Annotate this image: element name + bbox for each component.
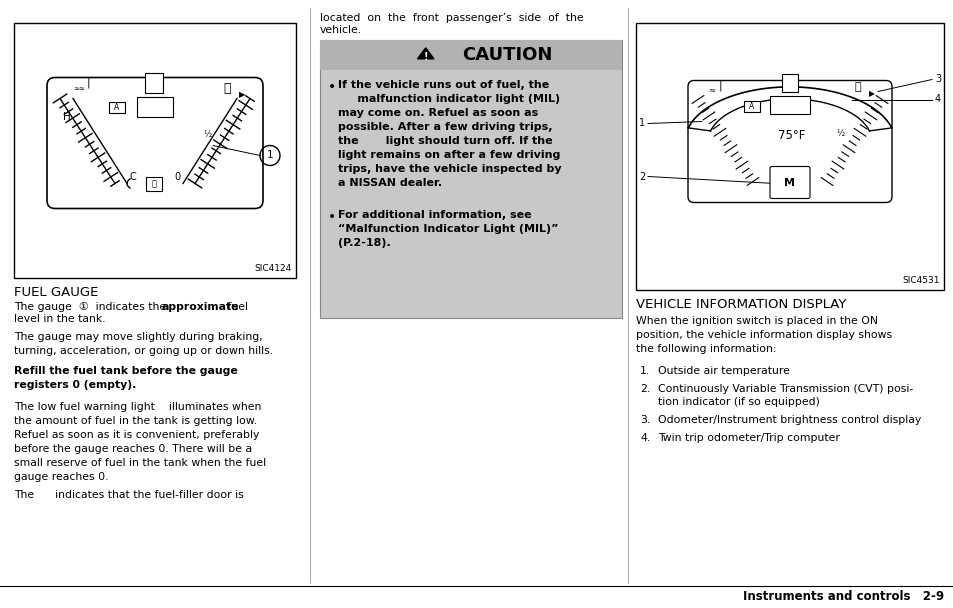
- Text: The      indicates that the fuel-filler door is: The indicates that the fuel-filler door …: [14, 490, 244, 500]
- Text: 1: 1: [639, 119, 644, 128]
- Text: 2: 2: [639, 171, 644, 182]
- Bar: [769, 95, 809, 114]
- Text: 1.: 1.: [639, 366, 650, 376]
- Text: Refill the fuel tank before the gauge
registers 0 (empty).: Refill the fuel tank before the gauge re…: [14, 366, 237, 390]
- Bar: [319, 40, 621, 70]
- Text: level in the tank.: level in the tank.: [14, 314, 106, 324]
- Text: 75°F: 75°F: [778, 129, 805, 142]
- Text: A: A: [114, 103, 119, 112]
- Text: ▶: ▶: [868, 89, 874, 98]
- Text: Continuously Variable Transmission (CVT) posi-
tion indicator (if so equipped): Continuously Variable Transmission (CVT)…: [658, 384, 912, 407]
- Text: ≈: ≈: [708, 85, 715, 94]
- FancyBboxPatch shape: [47, 77, 263, 209]
- Text: approximate: approximate: [162, 302, 239, 312]
- Bar: [14, 23, 295, 278]
- Text: ⛽: ⛽: [152, 179, 156, 188]
- Bar: [319, 40, 621, 318]
- Text: 0: 0: [173, 171, 180, 182]
- Text: If the vehicle runs out of fuel, the
     malfunction indicator light (MIL)
may : If the vehicle runs out of fuel, the mal…: [337, 80, 561, 188]
- Text: located  on  the  front  passenger’s  side  of  the: located on the front passenger’s side of…: [319, 13, 583, 23]
- Bar: [145, 72, 163, 92]
- Text: C: C: [130, 171, 136, 182]
- Bar: [137, 97, 172, 117]
- Text: 4: 4: [934, 94, 940, 105]
- FancyBboxPatch shape: [769, 167, 809, 198]
- Text: When the ignition switch is placed in the ON
position, the vehicle information d: When the ignition switch is placed in th…: [636, 316, 891, 354]
- Text: 1: 1: [267, 151, 273, 161]
- Text: H: H: [63, 111, 71, 122]
- Text: 4.: 4.: [639, 433, 650, 443]
- Text: •: •: [328, 80, 335, 94]
- Text: M: M: [783, 178, 795, 187]
- FancyBboxPatch shape: [687, 80, 891, 202]
- Text: 3.: 3.: [639, 415, 650, 425]
- Text: fuel: fuel: [224, 302, 248, 312]
- Text: ⛽: ⛽: [854, 83, 861, 92]
- Text: ≈≈: ≈≈: [73, 86, 85, 91]
- Text: •: •: [328, 210, 335, 224]
- Text: Outside air temperature: Outside air temperature: [658, 366, 789, 376]
- Text: The gauge may move slightly during braking,
turning, acceleration, or going up o: The gauge may move slightly during braki…: [14, 332, 273, 356]
- Bar: [743, 100, 760, 111]
- Text: ½: ½: [203, 130, 211, 139]
- Text: Twin trip odometer/Trip computer: Twin trip odometer/Trip computer: [658, 433, 839, 443]
- Text: Odometer/Instrument brightness control display: Odometer/Instrument brightness control d…: [658, 415, 921, 425]
- Text: ▶: ▶: [238, 90, 245, 99]
- Text: For additional information, see
“Malfunction Indicator Light (MIL)”
(P.2-18).: For additional information, see “Malfunc…: [337, 210, 558, 248]
- Text: 2.: 2.: [639, 384, 650, 394]
- Text: The low fuel warning light    illuminates when
the amount of fuel in the tank is: The low fuel warning light illuminates w…: [14, 402, 266, 482]
- Text: !: !: [423, 52, 428, 61]
- Bar: [636, 23, 943, 290]
- Text: C: C: [772, 168, 779, 179]
- Text: ⛽: ⛽: [223, 82, 231, 95]
- Text: A: A: [749, 102, 754, 111]
- Text: VEHICLE INFORMATION DISPLAY: VEHICLE INFORMATION DISPLAY: [636, 298, 845, 311]
- Text: The gauge  ①  indicates the: The gauge ① indicates the: [14, 302, 170, 312]
- Polygon shape: [417, 48, 434, 59]
- Text: CAUTION: CAUTION: [461, 46, 552, 64]
- Text: FUEL GAUGE: FUEL GAUGE: [14, 286, 98, 299]
- Bar: [109, 102, 125, 112]
- Text: vehicle.: vehicle.: [319, 25, 362, 35]
- Text: SIC4531: SIC4531: [902, 276, 939, 285]
- Bar: [146, 176, 162, 190]
- Bar: [781, 74, 797, 91]
- Text: |: |: [718, 80, 721, 91]
- Text: Instruments and controls   2-9: Instruments and controls 2-9: [742, 590, 943, 603]
- Text: SIC4124: SIC4124: [254, 264, 292, 273]
- Text: 3: 3: [934, 75, 940, 85]
- Text: ½: ½: [835, 129, 843, 138]
- Text: |: |: [86, 77, 90, 88]
- Text: 0: 0: [790, 168, 796, 179]
